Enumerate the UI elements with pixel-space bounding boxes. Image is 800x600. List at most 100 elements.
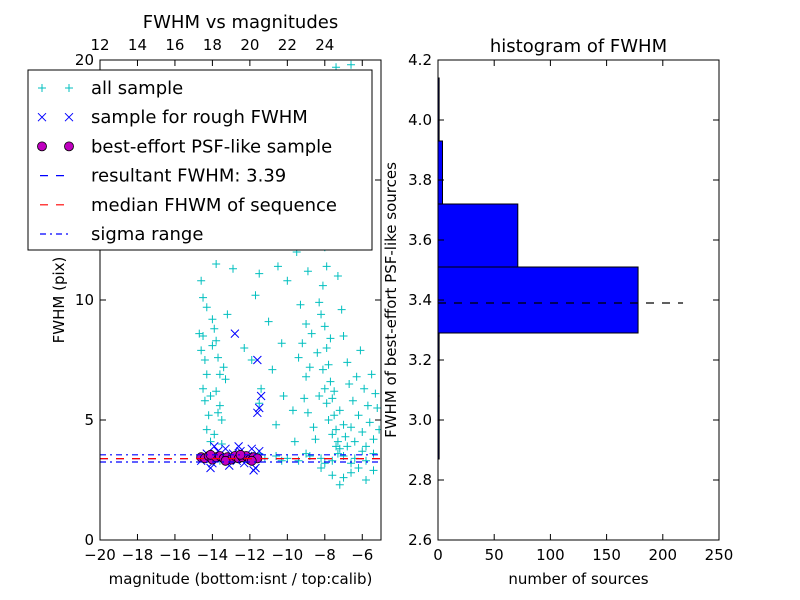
data-point (348, 396, 357, 405)
data-point (347, 423, 356, 432)
histogram-x-axis-label: number of sources (508, 570, 648, 588)
data-point (209, 442, 219, 451)
x-tick-label: −8 (314, 546, 336, 564)
data-point (234, 442, 243, 451)
data-point (256, 391, 266, 401)
scatter-y-axis-label: FWHM (pix) (50, 257, 68, 344)
top-axis-tick-label: 20 (240, 36, 259, 54)
y-tick-label: 3.8 (408, 171, 432, 189)
histogram-plot-area (438, 77, 684, 460)
data-point (206, 463, 215, 473)
data-point (298, 339, 307, 348)
legend-entry: sigma range (40, 224, 203, 245)
data-point (254, 403, 264, 413)
histogram-bar (438, 140, 443, 205)
data-point (249, 466, 258, 475)
data-point (322, 262, 331, 271)
data-point (347, 459, 356, 468)
data-point (217, 440, 226, 448)
data-point (315, 298, 324, 307)
data-point (251, 291, 260, 300)
y-tick-label: 2.6 (408, 531, 432, 549)
y-tick-label: 10 (75, 291, 94, 309)
data-point (320, 384, 329, 393)
data-point (317, 464, 326, 472)
data-point (317, 454, 326, 463)
data-point (309, 423, 318, 432)
top-axis-tick-label: 18 (203, 36, 222, 54)
data-point (253, 355, 262, 365)
data-point (318, 365, 327, 374)
data-point (199, 384, 208, 393)
top-axis-tick-label: 16 (165, 36, 184, 54)
data-point (206, 392, 215, 400)
data-point (279, 392, 288, 400)
data-point (294, 353, 303, 362)
data-point (214, 353, 223, 362)
y-tick-label: 5 (84, 411, 94, 429)
data-point (367, 370, 376, 379)
x-tick-label: 0 (433, 546, 443, 564)
data-point (356, 346, 365, 355)
legend-marker (65, 84, 73, 92)
y-tick-label: 4.0 (408, 111, 432, 129)
data-point (347, 468, 356, 477)
data-point (200, 356, 209, 364)
data-point (369, 435, 378, 444)
data-point (247, 444, 257, 454)
histogram-axes: 0 50 100 150 200 250 2.6 2.8 3.0 3.2 3.4 3.6 3.8 4.0 4… (408, 51, 733, 564)
data-point (217, 416, 226, 424)
legend-entry: median FHWM of sequence (40, 195, 337, 216)
data-point (268, 365, 277, 374)
data-point (210, 430, 219, 439)
x-tick-label: −18 (122, 546, 154, 564)
histogram-bar (438, 266, 639, 334)
data-point (333, 449, 342, 458)
histogram-y-axis-label: FWHM of best-effort PSF-like sources (382, 162, 400, 438)
data-point (290, 437, 299, 446)
data-point (332, 442, 341, 451)
data-point (345, 380, 354, 388)
data-point (223, 310, 232, 319)
data-point (373, 404, 381, 412)
data-point (313, 348, 322, 357)
data-point (283, 454, 292, 463)
data-point (235, 449, 246, 460)
data-point (343, 358, 352, 367)
data-point (305, 363, 314, 372)
data-point (240, 344, 249, 352)
data-point (335, 406, 344, 415)
data-point (197, 346, 206, 355)
data-point (358, 428, 367, 436)
data-point (333, 272, 342, 280)
legend-marker (38, 84, 46, 92)
x-tick-label: 250 (705, 546, 734, 564)
data-point (358, 447, 367, 456)
data-point (283, 276, 292, 285)
top-axis-tick-label: 14 (128, 36, 147, 54)
data-point (322, 399, 331, 408)
data-point (214, 408, 223, 417)
data-point (288, 406, 297, 415)
data-point (212, 260, 221, 268)
legend-box (27, 69, 373, 251)
x-tick-label: −20 (84, 546, 116, 564)
data-point (330, 387, 339, 396)
data-point (204, 411, 213, 420)
y-tick-label: 4.2 (408, 51, 432, 69)
data-point (257, 384, 266, 393)
y-tick-label: 3.6 (408, 231, 432, 249)
scatter-x-axis-label: magnitude (bottom:isnt / top:calib) (109, 570, 373, 588)
data-point (247, 356, 256, 364)
data-point (322, 344, 331, 352)
data-point (318, 281, 327, 290)
data-point (362, 442, 371, 451)
data-point (202, 370, 211, 379)
data-point (215, 370, 224, 379)
data-point (255, 269, 264, 278)
data-point (330, 411, 339, 420)
data-point (350, 437, 359, 446)
data-point (277, 339, 286, 348)
histogram-bar (438, 203, 519, 268)
data-point (363, 401, 372, 410)
